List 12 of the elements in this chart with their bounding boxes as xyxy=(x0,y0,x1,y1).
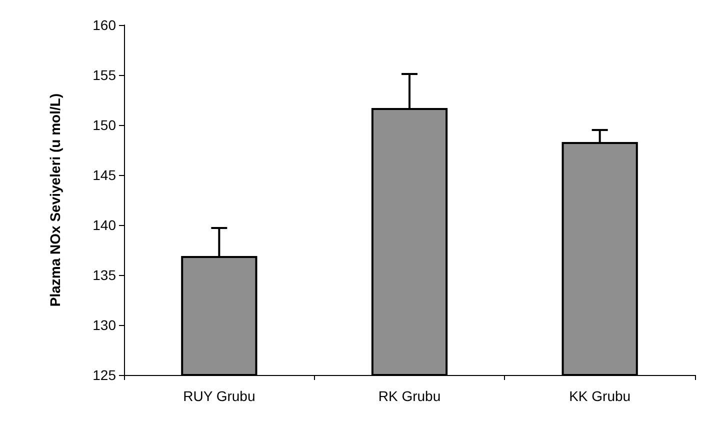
y-tick-label: 155 xyxy=(92,67,116,83)
y-tick-label: 145 xyxy=(92,167,116,183)
x-tick-label: RUY Grubu xyxy=(183,388,256,404)
y-tick-label: 130 xyxy=(92,317,116,333)
y-tick-label: 150 xyxy=(92,117,116,133)
y-tick-label: 135 xyxy=(92,267,116,283)
y-tick-label: 125 xyxy=(92,367,116,383)
x-tick-label: KK Grubu xyxy=(569,388,631,404)
x-tick-label: RK Grubu xyxy=(378,388,441,404)
y-tick-label: 140 xyxy=(92,217,116,233)
y-tick-label: 160 xyxy=(92,17,116,33)
y-axis-title: Plazma NOx Seviyeleri (u mol/L) xyxy=(47,93,63,307)
